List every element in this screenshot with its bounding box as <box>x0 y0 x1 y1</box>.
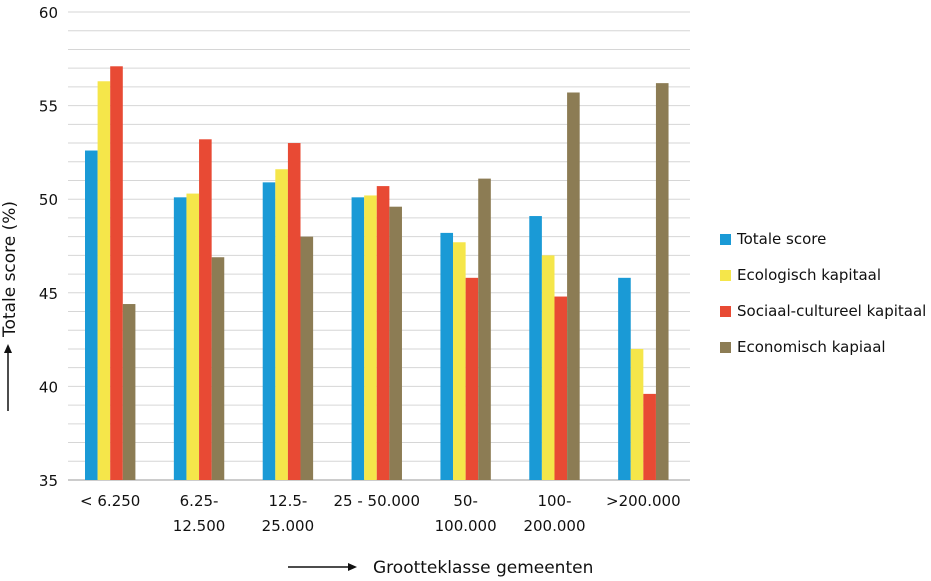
y-axis-arrowhead <box>4 344 12 353</box>
x-tick-label: 25.000 <box>262 517 315 535</box>
x-tick-label: 100- <box>537 492 571 510</box>
legend-label: Sociaal-cultureel kapitaal <box>737 302 927 320</box>
bar <box>110 66 123 481</box>
bar <box>122 304 136 480</box>
bar <box>173 197 187 480</box>
x-tick-label: 12.5- <box>269 492 308 510</box>
y-tick-label: 60 <box>39 4 58 22</box>
bar <box>351 197 365 480</box>
bar <box>440 232 454 480</box>
y-tick-label: 40 <box>39 378 58 396</box>
bar <box>655 83 669 481</box>
bar <box>364 195 377 480</box>
legend-swatch <box>720 233 731 245</box>
x-tick-label: 200.000 <box>523 517 585 535</box>
bar <box>376 186 390 480</box>
legend-item: Totale score <box>720 228 926 250</box>
bar <box>630 348 644 480</box>
bar <box>541 255 555 480</box>
bar <box>554 296 568 480</box>
legend-item: Ecologisch kapitaal <box>720 264 926 286</box>
y-tick-labels: 35 40 45 50 55 60 <box>39 4 58 490</box>
legend: Totale score Ecologisch kapitaal Sociaal-c… <box>720 228 926 372</box>
bar <box>389 206 402 481</box>
x-tick-label: 100.000 <box>435 517 497 535</box>
bar <box>300 236 314 480</box>
x-tick-label: 6.25- <box>180 492 219 510</box>
bar <box>275 169 288 481</box>
legend-label: Totale score <box>737 230 827 248</box>
bar <box>567 92 580 480</box>
x-tick-label: 25 - 50.000 <box>334 492 421 510</box>
y-axis-title-group: Totale score (%) <box>0 201 20 411</box>
bar <box>478 178 491 480</box>
y-tick-label: 45 <box>39 285 58 303</box>
x-axis-title-group: Grootteklasse gemeenten <box>288 558 593 578</box>
legend-item: Economisch kapiaal <box>720 336 926 358</box>
y-tick-label: 55 <box>39 98 58 116</box>
bar <box>186 193 200 481</box>
y-tick-label: 50 <box>39 191 58 209</box>
legend-swatch <box>720 305 731 317</box>
x-tick-label: 50- <box>453 492 478 510</box>
x-axis-arrowhead <box>348 563 357 571</box>
bar <box>97 81 111 480</box>
legend-label: Economisch kapiaal <box>737 338 886 356</box>
x-axis-title: Grootteklasse gemeenten <box>373 558 593 578</box>
bar <box>453 242 466 480</box>
bars <box>85 66 669 481</box>
bar <box>262 182 276 481</box>
x-tick-label: < 6.250 <box>80 492 140 510</box>
x-tick-labels: < 6.250 6.25- 12.500 12.5- 25.000 25 - 50.000… <box>80 492 681 535</box>
legend-item: Sociaal-cultureel kapitaal <box>720 300 926 322</box>
y-axis-title: Totale score (%) <box>0 201 20 338</box>
bar <box>211 257 225 480</box>
bar <box>199 139 212 480</box>
legend-swatch <box>720 269 731 281</box>
bar <box>465 277 479 480</box>
legend-label: Ecologisch kapitaal <box>737 266 882 284</box>
bar <box>643 393 656 480</box>
x-tick-label: >200.000 <box>606 492 681 510</box>
bar <box>618 277 631 480</box>
legend-swatch <box>720 341 731 353</box>
bar <box>85 150 98 480</box>
y-tick-label: 35 <box>39 472 58 490</box>
x-tick-label: 12.500 <box>173 517 226 535</box>
bar <box>287 143 301 481</box>
bar <box>529 216 542 480</box>
